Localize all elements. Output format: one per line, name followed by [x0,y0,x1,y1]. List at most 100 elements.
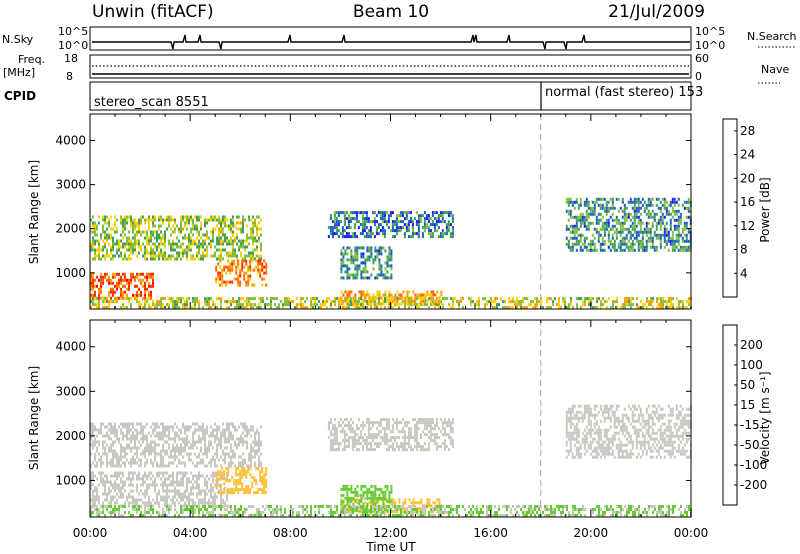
scatter-cell [184,474,186,478]
scatter-cell [249,268,252,272]
scatter-cell [675,200,678,204]
scatter-cell [633,209,636,213]
scatter-cell [364,267,367,271]
scatter-cell [663,239,666,243]
scatter-cell [348,487,351,491]
scatter-cell [381,439,384,443]
scatter-cell [188,248,190,252]
scatter-cell [124,284,126,288]
scatter-cell [538,300,540,304]
scatter-cell [645,233,648,237]
scatter-cell [425,433,428,437]
scatter-cell [126,287,128,291]
scatter-cell [154,440,156,444]
scatter-cell [383,430,386,434]
scatter-cell [405,211,408,215]
scatter-cell [341,235,344,239]
scatter-cell [204,434,206,438]
scatter-cell [190,471,192,475]
scatter-cell [204,437,206,441]
scatter-cell [346,252,349,256]
scatter-cell [331,427,334,431]
scatter-cell [403,433,406,437]
scatter-cell [242,425,244,429]
scatter-cell [198,257,200,261]
scatter-cell [122,293,124,297]
scatter-cell [238,221,240,225]
scatter-cell [120,443,122,447]
scatter-cell [130,461,132,465]
scatter-cell [331,235,334,239]
scatter-cell [637,230,640,234]
scatter-cell [240,221,242,225]
scatter-cell [422,303,424,307]
scatter-cell [607,233,610,237]
scatter-cell [146,434,148,438]
scatter-cell [227,488,230,492]
scatter-cell [186,471,188,475]
scatter-cell [148,483,150,487]
scatter-cell [358,499,361,503]
scatter-cell [512,297,514,301]
scatter-cell [232,254,234,258]
scatter-cell [174,489,176,493]
scatter-cell [130,257,132,261]
scatter-cell [174,303,176,307]
scatter-cell [619,230,622,234]
scatter-cell [430,510,433,514]
scatter-cell [200,449,202,453]
scatter-cell [376,276,379,280]
scatter-cell [426,293,429,297]
scatter-cell [356,300,358,304]
scatter-cell [314,303,316,307]
scatter-cell [222,474,224,478]
scatter-cell [666,303,668,307]
scatter-cell [124,215,126,219]
scatter-cell [244,239,246,243]
scatter-cell [198,215,200,219]
scatter-cell [234,455,236,459]
scatter-cell [232,452,234,456]
scatter-cell [136,239,138,243]
scatter-cell [96,233,98,237]
scatter-cell [631,221,634,225]
scatter-cell [419,214,422,218]
scatter-cell [140,290,142,294]
scatter-cell [407,226,410,230]
scatter-cell [629,248,632,252]
scatter-cell [383,436,386,440]
scatter-cell [413,424,416,428]
scatter-cell [134,501,136,505]
scatter-cell [435,223,438,227]
scatter-cell [402,300,404,304]
scatter-cell [222,422,224,426]
scatter-cell [96,440,98,444]
scatter-cell [208,303,210,307]
scatter-cell [102,281,104,285]
scatter-cell [361,214,364,218]
scatter-cell [663,224,666,228]
scatter-cell [605,221,608,225]
scatter-cell [595,230,598,234]
scatter-cell [263,479,266,483]
scatter-cell [565,242,568,246]
scatter-cell [132,218,134,222]
scatter-cell [431,439,434,443]
scatter-cell [112,452,114,456]
scatter-cell [447,418,450,422]
scatter-cell [667,203,670,207]
scatter-cell [393,223,396,227]
scatter-cell [120,486,122,490]
scatter-cell [441,214,444,218]
scatter-cell [254,224,256,228]
colorbar-tick-label: 16 [740,195,755,209]
scatter-cell [216,495,218,499]
scatter-cell [232,230,234,234]
scatter-cell [673,200,676,204]
scatter-cell [412,504,415,508]
scatter-cell [116,251,118,255]
scatter-cell [106,455,108,459]
scatter-cell [427,418,430,422]
scatter-cell [478,297,480,301]
scatter-cell [200,428,202,432]
